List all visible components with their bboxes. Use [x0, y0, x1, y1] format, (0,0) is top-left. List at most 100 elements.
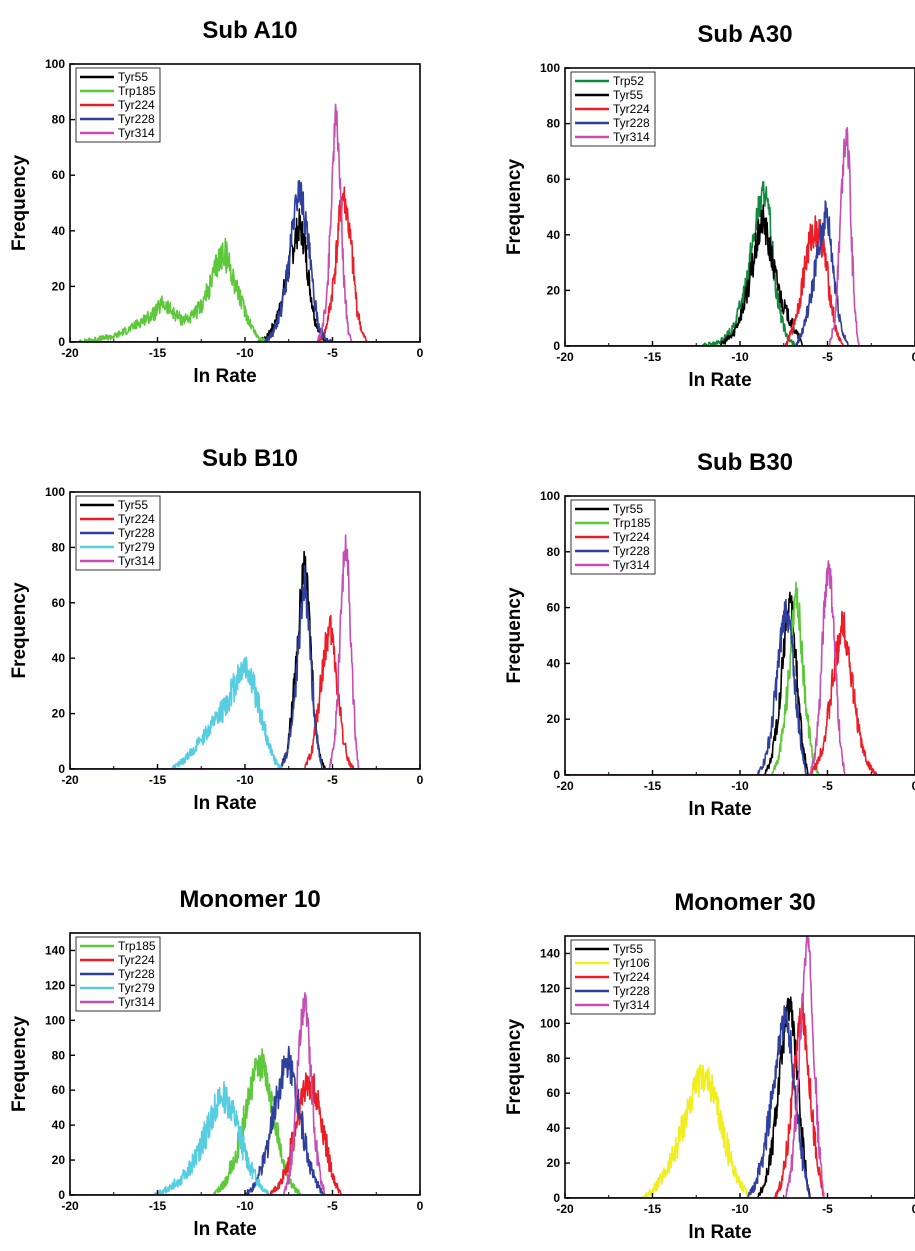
legend-label: Tyr224 — [118, 98, 155, 112]
x-tick-label: -15 — [644, 350, 662, 364]
x-tick-label: 0 — [912, 779, 915, 793]
chart-title: Sub A10 — [202, 17, 297, 44]
y-tick-label: 40 — [52, 224, 66, 238]
legend-label: Tyr228 — [613, 116, 650, 130]
y-tick-label: 60 — [52, 596, 66, 610]
y-tick-label: 140 — [540, 946, 560, 960]
series-line-tyr224 — [70, 186, 420, 342]
legend-label: Tyr106 — [613, 956, 650, 970]
y-tick-label: 0 — [553, 768, 560, 782]
y-tick-label: 0 — [553, 1191, 560, 1205]
y-tick-label: 60 — [52, 168, 66, 182]
series-line-trp185 — [565, 581, 915, 775]
x-tick-label: -10 — [731, 350, 749, 364]
series-line-tyr228 — [70, 565, 420, 769]
y-tick-label: 80 — [52, 113, 66, 127]
y-tick-label: 80 — [547, 1051, 561, 1065]
x-axis-label: ln Rate — [688, 799, 751, 820]
legend-label: Tyr224 — [613, 530, 650, 544]
chart-svg: Sub B10 -20 -15 -10 -5 0 0 20 40 60 80 100 ln Rate Fr… — [9, 445, 424, 814]
legend-label: Trp185 — [118, 939, 156, 953]
y-axis-label: Frequency — [9, 1016, 30, 1113]
legend-label: Tyr55 — [613, 88, 643, 102]
series-line-tyr224 — [565, 215, 915, 346]
series-line-tyr224 — [565, 610, 915, 775]
y-tick-label: 40 — [547, 656, 561, 670]
chart-panel-sub-b30: Sub B30 -20 -15 -10 -5 0 0 20 40 60 80 100 ln Rate Fr… — [480, 430, 915, 835]
x-tick-label: -10 — [731, 779, 749, 793]
y-tick-label: 60 — [547, 601, 561, 615]
y-tick-label: 20 — [52, 1153, 66, 1167]
series-line-tyr228 — [70, 180, 420, 342]
x-axis-label: ln Rate — [193, 366, 256, 387]
chart-panel-sub-b10: Sub B10 -20 -15 -10 -5 0 0 20 40 60 80 100 ln Rate Fr… — [0, 430, 440, 835]
series-line-tyr314 — [70, 103, 420, 342]
series-line-tyr224 — [70, 1072, 420, 1195]
y-tick-label: 60 — [547, 172, 561, 186]
x-axis-label: ln Rate — [688, 1222, 751, 1243]
chart-panel-monomer-30: Monomer 30 -20 -15 -10 -5 0 0 20 40 60 80 100 120 140… — [480, 855, 915, 1246]
chart-svg: Sub A30 -20 -15 -10 -5 0 0 20 40 60 80 100 ln Rate Fr… — [504, 21, 915, 391]
x-tick-label: -15 — [644, 779, 662, 793]
y-axis-label: Frequency — [504, 1019, 525, 1116]
x-tick-label: -20 — [61, 773, 79, 787]
legend-label: Tyr314 — [613, 130, 650, 144]
chart-title: Sub A30 — [697, 21, 792, 48]
y-tick-label: 0 — [553, 339, 560, 353]
series-line-tyr224 — [70, 614, 420, 769]
x-tick-label: -15 — [149, 773, 167, 787]
y-tick-label: 0 — [58, 762, 65, 776]
y-tick-label: 80 — [547, 117, 561, 131]
series-line-tyr224 — [565, 1000, 915, 1198]
x-tick-label: -10 — [236, 773, 254, 787]
y-axis-label: Frequency — [9, 582, 30, 679]
legend-label: Trp52 — [613, 74, 644, 88]
x-tick-label: -5 — [822, 350, 833, 364]
legend-label: Tyr228 — [613, 544, 650, 558]
y-tick-label: 60 — [547, 1086, 561, 1100]
y-tick-label: 0 — [58, 335, 65, 349]
y-tick-label: 140 — [45, 943, 65, 957]
legend-label: Tyr314 — [118, 126, 155, 140]
x-tick-label: -5 — [327, 1199, 338, 1213]
chart-title: Monomer 10 — [179, 886, 320, 913]
x-tick-label: -20 — [556, 779, 574, 793]
legend-label: Tyr279 — [118, 540, 155, 554]
chart-svg: Monomer 30 -20 -15 -10 -5 0 0 20 40 60 80 100 120 140… — [504, 889, 915, 1243]
series-line-tyr228 — [565, 598, 915, 775]
x-tick-label: 0 — [912, 350, 915, 364]
legend-label: Tyr224 — [118, 512, 155, 526]
y-tick-label: 40 — [547, 228, 561, 242]
chart-title: Sub B10 — [202, 445, 298, 472]
series-line-trp52 — [565, 181, 915, 346]
chart-panel-sub-a10: Sub A10 -20 -15 -10 -5 0 0 20 40 60 80 100 ln Rate Fr… — [0, 0, 440, 405]
x-tick-label: -15 — [149, 346, 167, 360]
series-line-tyr228 — [565, 1005, 915, 1198]
legend-label: Tyr224 — [613, 970, 650, 984]
x-tick-label: -5 — [327, 346, 338, 360]
legend-label: Tyr314 — [118, 995, 155, 1009]
y-tick-label: 20 — [52, 279, 66, 293]
y-tick-label: 20 — [547, 712, 561, 726]
legend-label: Tyr55 — [118, 498, 148, 512]
x-tick-label: -15 — [644, 1202, 662, 1216]
legend — [75, 936, 161, 1012]
x-tick-label: -10 — [236, 1199, 254, 1213]
x-tick-label: -20 — [556, 1202, 574, 1216]
y-tick-label: 60 — [52, 1083, 66, 1097]
legend-label: Tyr314 — [118, 554, 155, 568]
chart-svg: Sub A10 -20 -15 -10 -5 0 0 20 40 60 80 100 ln Rate Fr… — [9, 17, 424, 387]
y-tick-label: 120 — [540, 981, 560, 995]
legend-label: Tyr224 — [613, 102, 650, 116]
legend-label: Tyr228 — [118, 526, 155, 540]
y-tick-label: 100 — [45, 1013, 65, 1027]
series-line-tyr314 — [565, 126, 915, 346]
chart-svg: Monomer 10 -20 -15 -10 -5 0 0 20 40 60 80 100 120 140… — [9, 886, 424, 1240]
y-tick-label: 80 — [547, 545, 561, 559]
y-tick-label: 100 — [540, 1016, 560, 1030]
series-line-trp185 — [70, 1048, 420, 1195]
chart-title: Sub B30 — [697, 449, 793, 476]
x-tick-label: -10 — [236, 346, 254, 360]
x-axis-label: ln Rate — [193, 793, 256, 814]
y-tick-label: 100 — [45, 485, 65, 499]
